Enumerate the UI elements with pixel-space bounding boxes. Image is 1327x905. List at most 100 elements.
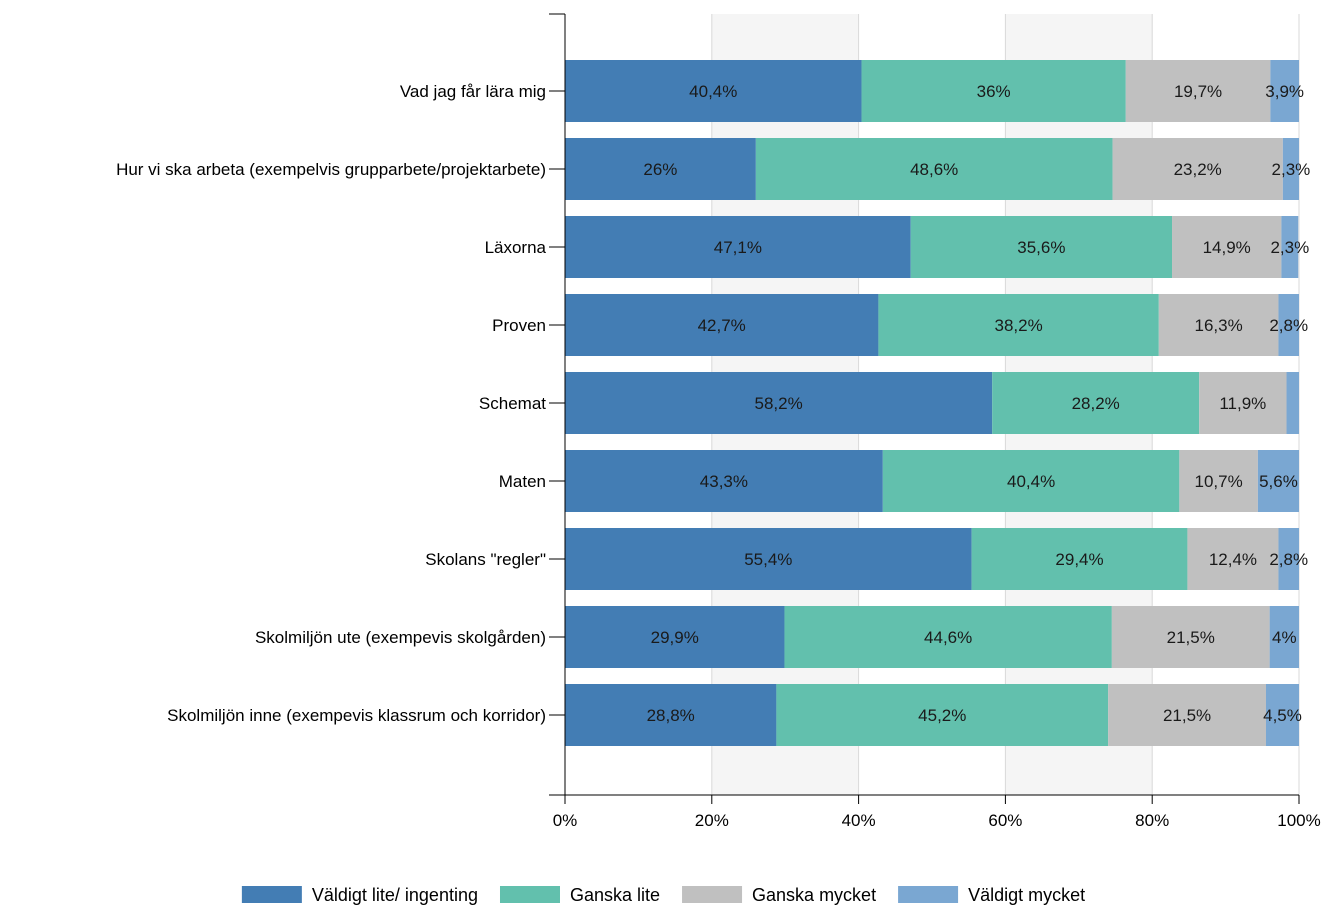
bar-segment [1265,684,1299,746]
bar-segment [1199,372,1287,434]
data-label: 28,2% [1072,394,1120,413]
x-tick-label: 60% [988,811,1022,830]
bar-segment [1158,294,1279,356]
bar-segment [565,216,911,278]
bar-segment [1172,216,1282,278]
data-label: 12,4% [1209,550,1257,569]
data-label: 10,7% [1195,472,1243,491]
legend-swatch [499,886,560,903]
bar-segment [1125,60,1271,122]
bar-segment [878,294,1159,356]
category-label: Schemat [479,394,546,413]
category-label: Vad jag får lära mig [400,82,546,101]
data-label: 40,4% [689,82,737,101]
data-label: 58,2% [754,394,802,413]
data-label: 2,8% [1269,316,1308,335]
data-label: 2,8% [1269,550,1308,569]
bar-segment [1282,138,1299,200]
bar-segment [1108,684,1266,746]
category-label: Läxorna [485,238,547,257]
category-label: Skolans "regler" [425,550,546,569]
legend-label: Väldigt mycket [968,885,1085,905]
data-label: 55,4% [744,550,792,569]
data-label: 44,6% [924,628,972,647]
bar-segment [971,528,1188,590]
legend-swatch [682,886,743,903]
bar-segment [1270,60,1299,122]
data-label: 4% [1272,628,1297,647]
category-label: Hur vi ska arbeta (exempelvis grupparbet… [116,160,546,179]
bar-segment [1281,216,1299,278]
x-tick-labels: 0% 20% 40% 60% 80% 100% [553,811,1321,830]
bar-segment [1286,372,1299,434]
bar-segment [861,60,1126,122]
data-label: 21,5% [1167,628,1215,647]
bar-segment [992,372,1200,434]
data-label: 38,2% [995,316,1043,335]
data-label: 11,9% [1219,394,1266,413]
data-label: 5,6% [1259,472,1298,491]
bar-segment [755,138,1113,200]
data-label: 4,5% [1263,706,1302,725]
data-label: 42,7% [698,316,746,335]
axes [549,13,1300,804]
bar-segment [1187,528,1279,590]
bar-segment [1179,450,1258,512]
x-tick-label: 40% [842,811,876,830]
data-label: 36% [977,82,1011,101]
data-labels: 40,4% 36% 19,7% 3,9% 26% 48,6% 23,2% 2,3% 47,1% 3… [643,82,1310,725]
bar-segment [565,372,993,434]
legend: Väldigt lite/ ingenting Ganska lite Ganska… [241,885,1085,905]
data-label: 48,6% [910,160,958,179]
bar-segment [565,450,883,512]
legend-label: Väldigt lite/ ingenting [312,885,478,905]
data-label: 29,9% [651,628,699,647]
data-label: 14,9% [1203,238,1251,257]
data-label: 29,4% [1055,550,1103,569]
legend-label: Ganska mycket [752,885,876,905]
bar-segment [1278,294,1299,356]
data-label: 21,5% [1163,706,1211,725]
bar-segment [565,138,756,200]
category-labels: Vad jag får lära mig Hur vi ska arbeta (e… [116,82,546,725]
data-label: 28,8% [647,706,695,725]
x-tick-label: 80% [1135,811,1169,830]
data-label: 2,3% [1270,238,1309,257]
bar-segment [776,684,1109,746]
data-label: 40,4% [1007,472,1055,491]
data-label: 26% [643,160,677,179]
bar-segment [565,684,777,746]
bars [565,60,1299,746]
data-label: 47,1% [714,238,762,257]
bar-segment [565,528,972,590]
legend-swatch [241,886,302,903]
data-label: 43,3% [700,472,748,491]
category-label: Skolmiljön inne (exempevis klassrum och … [167,706,546,725]
bar-segment [1111,606,1270,668]
data-label: 3,9% [1265,82,1304,101]
data-label: 19,7% [1174,82,1222,101]
x-tick-label: 0% [553,811,578,830]
data-label: 45,2% [918,706,966,725]
category-label: Skolmiljön ute (exempevis skolgården) [255,628,546,647]
bar-segment [1269,606,1299,668]
bar-segment [882,450,1180,512]
data-label: 16,3% [1195,316,1243,335]
bar-segment [565,606,785,668]
bar-segment [1112,138,1283,200]
data-label: 2,3% [1272,160,1311,179]
bar-segment [565,60,862,122]
legend-swatch [898,886,959,903]
x-tick-label: 100% [1277,811,1320,830]
bar-segment [565,294,879,356]
data-label: 35,6% [1017,238,1065,257]
bar-segment [784,606,1112,668]
bar-segment [910,216,1173,278]
category-label: Maten [499,472,546,491]
bar-segment [1278,528,1299,590]
category-label: Proven [492,316,546,335]
legend-label: Ganska lite [570,885,660,905]
bar-segment [1257,450,1299,512]
x-tick-label: 20% [695,811,729,830]
